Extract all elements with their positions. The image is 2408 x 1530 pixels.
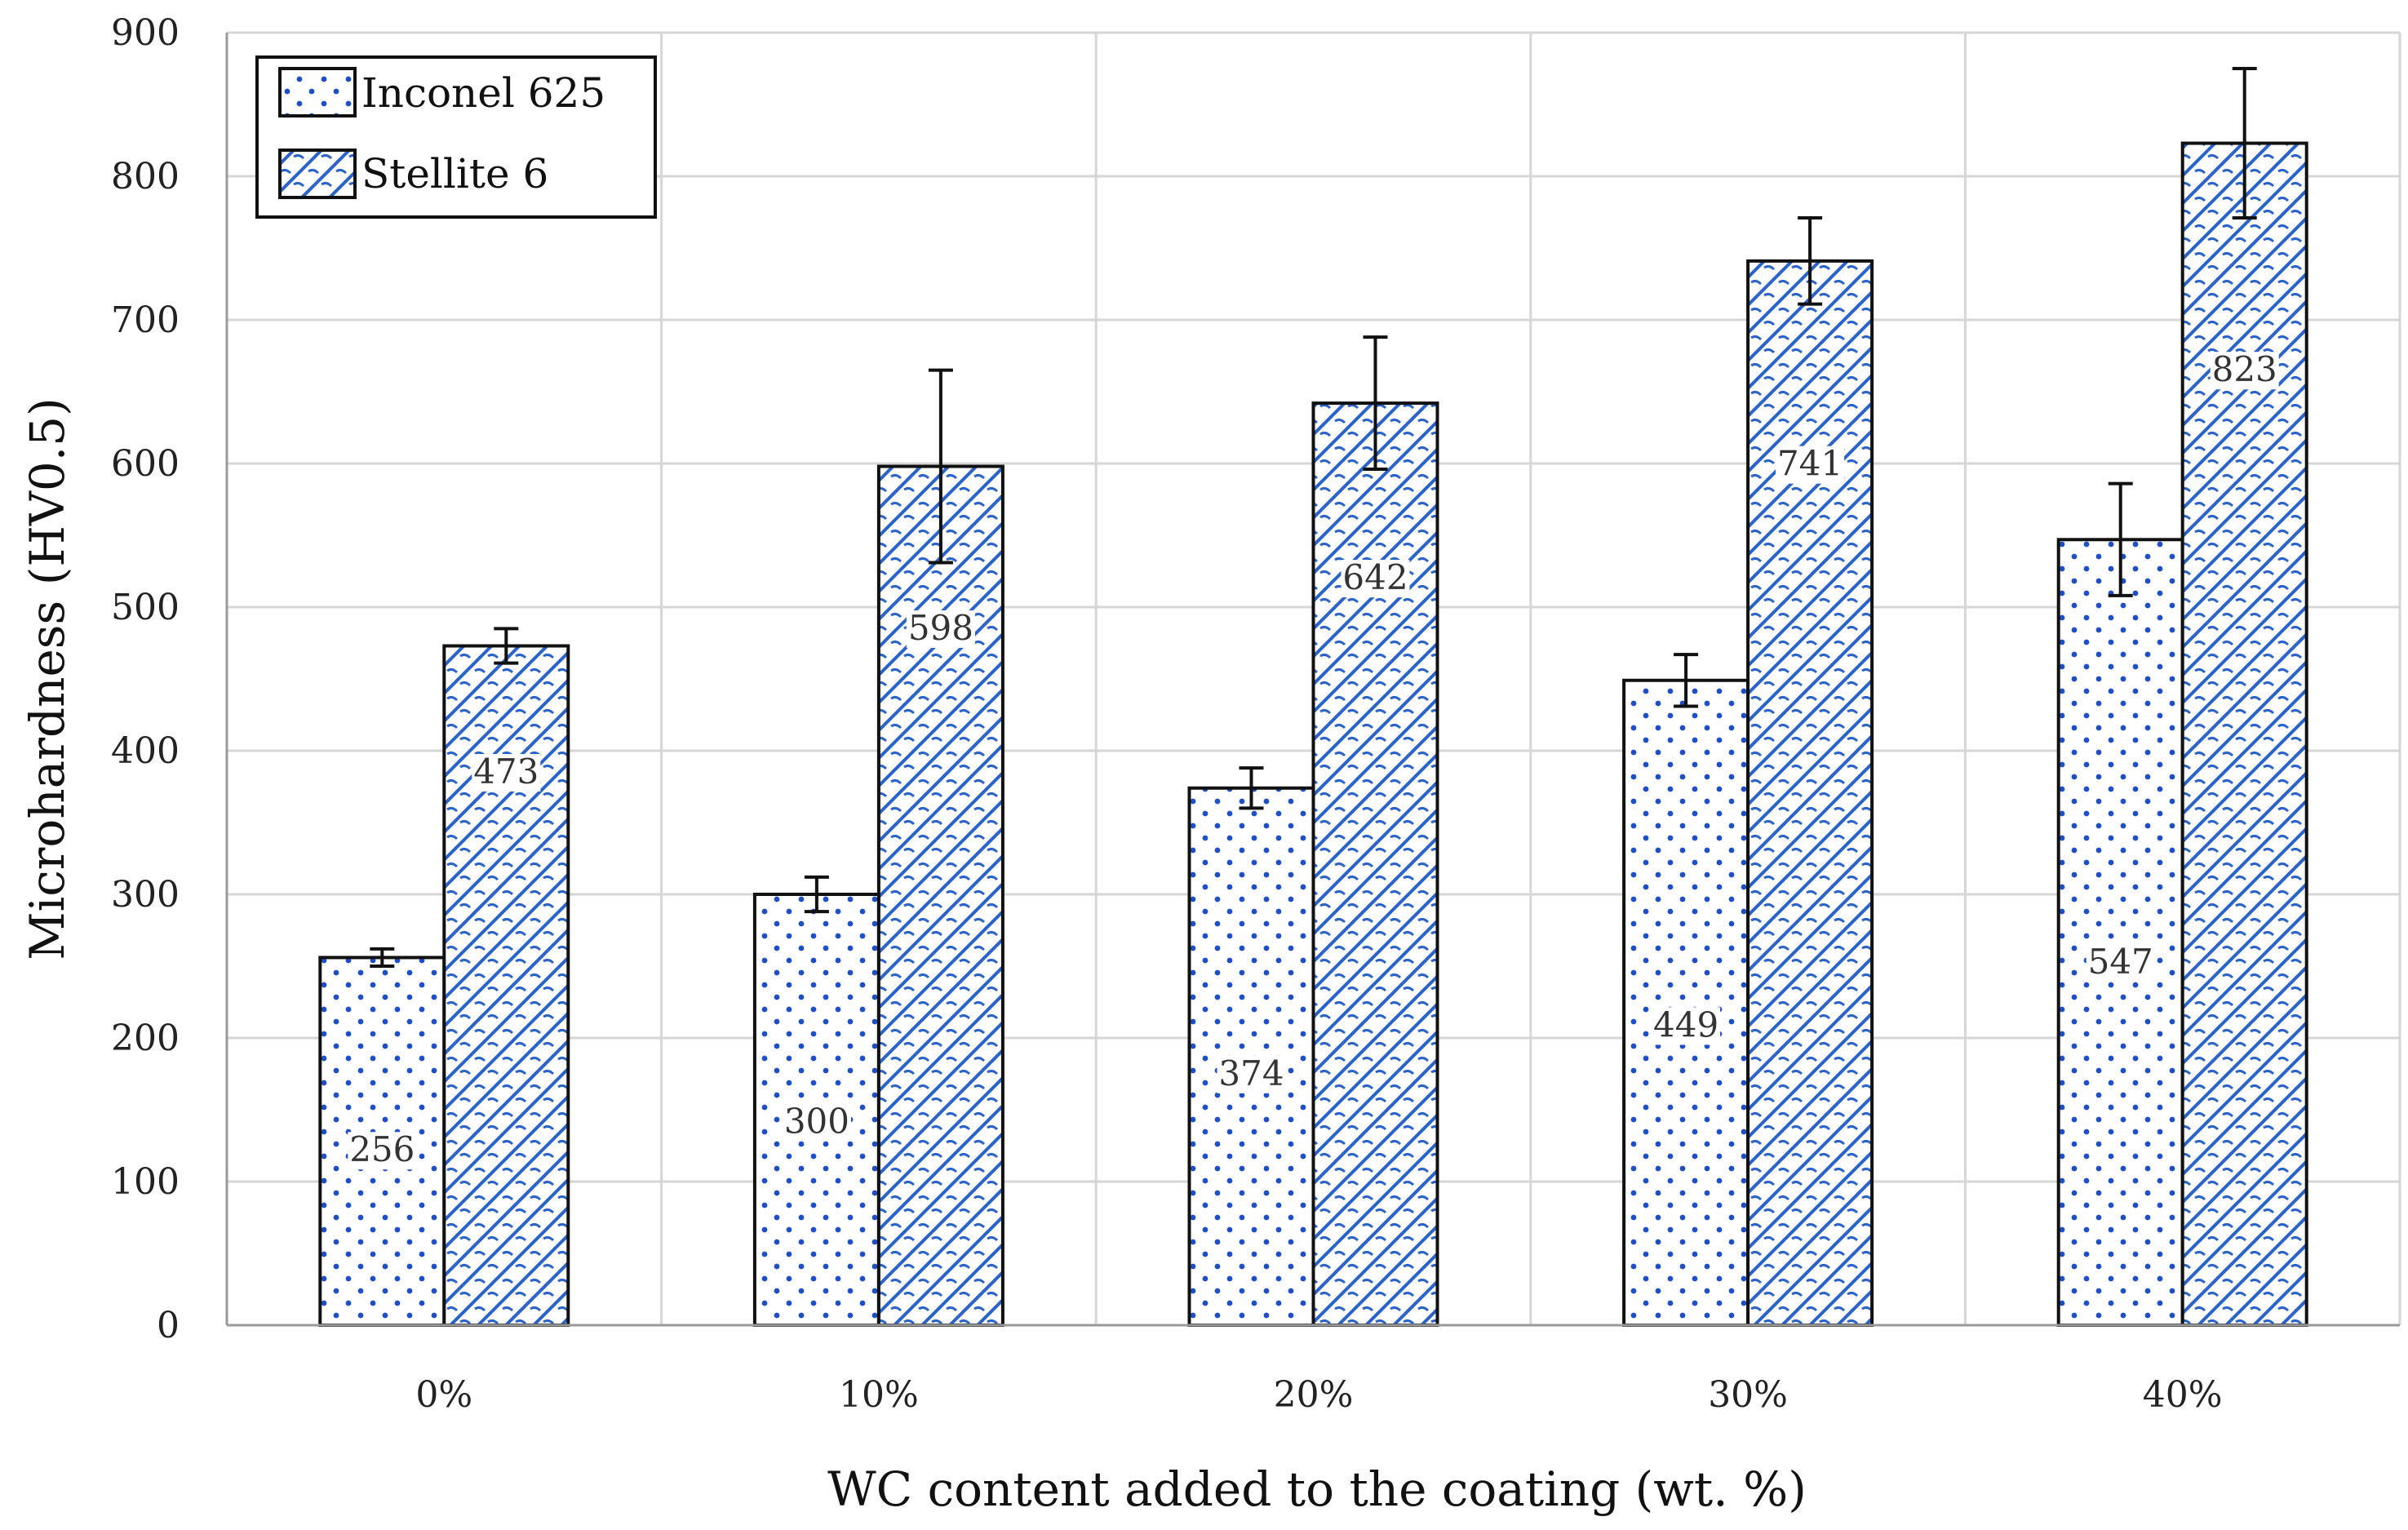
data-label-bg-inconel-625-0pct xyxy=(348,1132,417,1170)
legend-swatch-inconel-625 xyxy=(278,67,357,118)
y-tick-label-300: 300 xyxy=(111,874,180,916)
bar-inconel-625-40pct xyxy=(2056,538,2184,1327)
data-label-inconel-625-0pct: 256 xyxy=(349,1129,415,1169)
data-label-inconel-625-30pct: 449 xyxy=(1653,1004,1718,1044)
bars: 256 473 300 598 374 642 449 741 547 823 xyxy=(318,67,2308,1328)
data-label-bg-inconel-625-40pct xyxy=(2086,943,2155,982)
x-tick-label-40pct: 40% xyxy=(2143,1374,2223,1416)
y-tick-label-500: 500 xyxy=(111,587,180,628)
data-label-inconel-625-20pct: 374 xyxy=(1218,1053,1284,1093)
data-label-bg-stellite-6-10pct xyxy=(906,610,975,649)
data-label-stellite-6-10pct: 598 xyxy=(908,608,973,648)
y-tick-label-700: 700 xyxy=(111,299,180,341)
x-axis-title: WC content added to the coating (wt. %) xyxy=(827,1461,1807,1517)
bar-stellite-6-40pct xyxy=(2180,141,2308,1327)
legend-swatch-stellite-6 xyxy=(278,149,357,199)
bar-stellite-6-20pct xyxy=(1311,401,1439,1328)
bar-inconel-625-10pct xyxy=(752,893,880,1327)
y-tick-label-100: 100 xyxy=(111,1161,180,1203)
y-tick-label-600: 600 xyxy=(111,443,180,485)
y-tick-label-800: 800 xyxy=(111,156,180,197)
y-tick-label-200: 200 xyxy=(111,1018,180,1059)
data-label-inconel-625-40pct: 547 xyxy=(2088,942,2153,982)
data-label-stellite-6-0pct: 473 xyxy=(473,752,539,792)
data-label-bg-inconel-625-20pct xyxy=(1217,1055,1286,1093)
data-label-bg-inconel-625-30pct xyxy=(1652,1007,1721,1045)
data-label-stellite-6-30pct: 741 xyxy=(1777,444,1843,484)
bar-stellite-6-30pct xyxy=(1746,259,1874,1328)
y-tick-label-900: 900 xyxy=(111,12,180,54)
y-tick-label-400: 400 xyxy=(111,730,180,772)
y-axis-title: Microhardness (HV0.5) xyxy=(20,397,75,960)
bar-stellite-6-10pct xyxy=(876,464,1004,1327)
data-label-inconel-625-10pct: 300 xyxy=(784,1101,849,1141)
data-label-bg-stellite-6-0pct xyxy=(472,754,541,792)
bar-inconel-625-30pct xyxy=(1622,678,1750,1327)
data-label-bg-stellite-6-40pct xyxy=(2210,352,2279,390)
x-tick-label-20pct: 20% xyxy=(1274,1374,1354,1416)
legend-label-inconel-625: Inconel 625 xyxy=(361,69,605,117)
data-label-bg-stellite-6-30pct xyxy=(1776,446,1845,484)
tick-labels: 0 100 200 300 400 500 600 700 800 900 0% 10% 20% 30% 4… xyxy=(111,12,2223,1416)
legend: Inconel 625 Stellite 6 xyxy=(255,55,657,219)
x-tick-label-10pct: 10% xyxy=(839,1374,919,1416)
x-tick-label-0pct: 0% xyxy=(415,1374,472,1416)
data-label-bg-inconel-625-10pct xyxy=(782,1103,851,1142)
legend-label-stellite-6: Stellite 6 xyxy=(361,150,548,197)
x-tick-label-30pct: 30% xyxy=(1708,1374,1788,1416)
bar-stellite-6-0pct xyxy=(442,644,570,1327)
axes xyxy=(225,33,2400,1327)
data-label-bg-stellite-6-20pct xyxy=(1341,560,1410,598)
data-label-stellite-6-20pct: 642 xyxy=(1342,557,1408,597)
y-tick-label-0: 0 xyxy=(157,1305,180,1346)
data-label-stellite-6-40pct: 823 xyxy=(2212,349,2277,389)
